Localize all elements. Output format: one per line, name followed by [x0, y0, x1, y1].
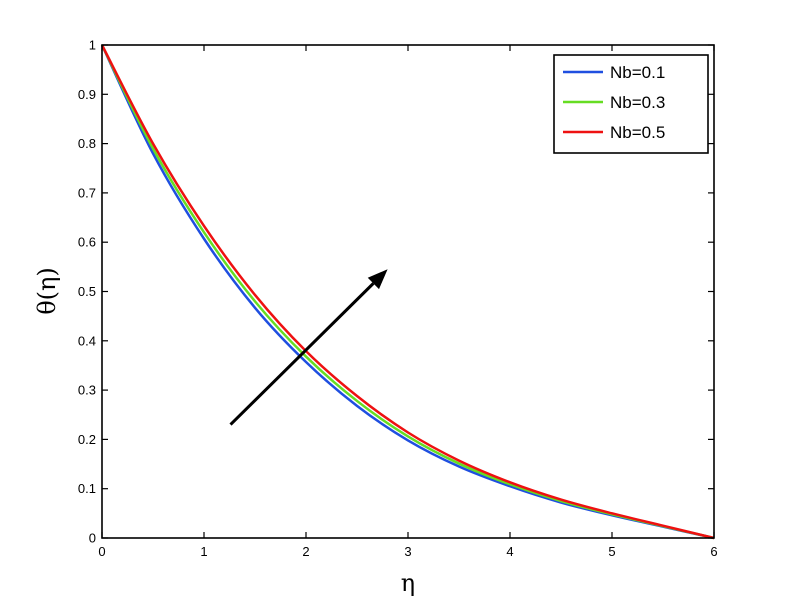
series-line-3 — [100, 44, 715, 540]
x-tick-label: 4 — [506, 544, 513, 559]
legend-label-2: Nb=0.3 — [610, 93, 665, 112]
x-tick-label: 2 — [302, 544, 309, 559]
x-tick-label: 6 — [710, 544, 717, 559]
y-tick-label: 0.2 — [78, 432, 96, 447]
x-tick-label: 1 — [200, 544, 207, 559]
legend-label-1: Nb=0.1 — [610, 63, 665, 82]
x-tick-labels: 0 1 2 3 4 5 6 — [98, 544, 717, 559]
y-tick-label: 0.3 — [78, 383, 96, 398]
y-tick-label: 0.8 — [78, 136, 96, 151]
legend-label-3: Nb=0.5 — [610, 123, 665, 142]
annotation-arrow-shaft — [229, 282, 375, 426]
x-axis-label: η — [401, 569, 415, 597]
annotation-layer — [229, 269, 388, 426]
y-tick-label: 1 — [89, 38, 96, 53]
y-tick-label: 0 — [89, 531, 96, 546]
y-axis-label: θ(η) — [33, 267, 61, 315]
y-tick-label: 0.7 — [78, 185, 96, 200]
annotation-arrow-head — [367, 269, 388, 290]
y-tick-label: 0.5 — [78, 284, 96, 299]
x-tick-label: 3 — [404, 544, 411, 559]
legend: Nb=0.1 Nb=0.3 Nb=0.5 — [553, 54, 709, 154]
x-tick-label: 5 — [608, 544, 615, 559]
y-tick-label: 0.1 — [78, 481, 96, 496]
x-tick-label: 0 — [98, 544, 105, 559]
series-curves — [100, 44, 715, 540]
y-tick-label: 0.9 — [78, 87, 96, 102]
y-tick-label: 0.4 — [78, 333, 96, 348]
y-tick-labels: 0 0.1 0.2 0.3 0.4 0.5 0.6 0.7 0.8 0.9 1 — [78, 38, 96, 546]
y-tick-label: 0.6 — [78, 235, 96, 250]
axis-ticks — [101, 44, 715, 539]
